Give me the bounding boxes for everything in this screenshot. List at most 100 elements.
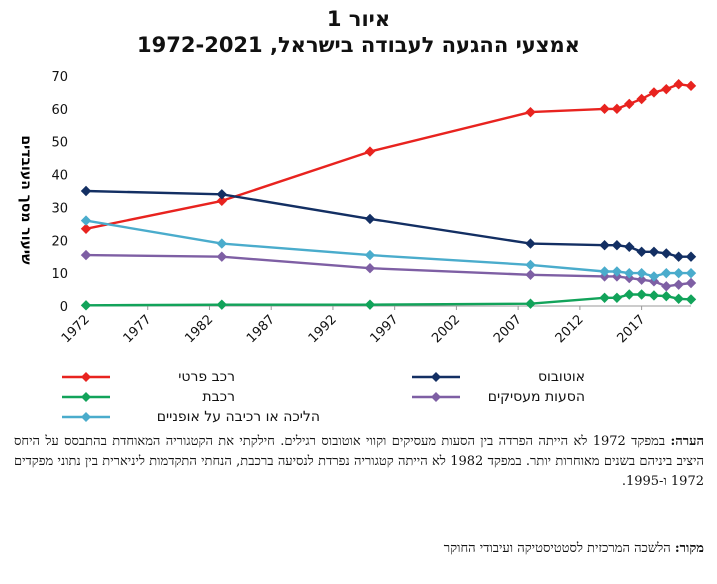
data-point (80, 215, 92, 226)
data-point (648, 87, 660, 98)
data-point (673, 293, 684, 304)
data-point (525, 259, 536, 271)
data-point (80, 249, 92, 261)
data-point (216, 238, 228, 249)
data-point (685, 294, 697, 305)
data-point (216, 251, 228, 262)
data-point (673, 279, 684, 290)
series-lines (80, 79, 697, 311)
data-point (599, 292, 610, 303)
source-text: הלשכה המרכזית לסטטיסטיקה ועיבודי החוקר (443, 541, 675, 556)
series-line (85, 293, 692, 307)
data-point (661, 83, 672, 95)
source-label: מקור: (674, 541, 704, 556)
data-point (685, 251, 697, 262)
note-label: הערה: (670, 434, 705, 449)
data-point (80, 185, 92, 197)
x-tick-label: 1992 (306, 312, 340, 346)
legend-item: הליכה או רכיבה על אופניים (60, 407, 320, 427)
figure-title: איור 1 אמצעי ההגעה לעבודה בישראל, 1972-2… (0, 6, 717, 58)
data-point (364, 299, 376, 310)
data-point (525, 298, 536, 309)
x-tick-label: 1972 (59, 312, 93, 346)
legend-swatch (412, 372, 460, 382)
data-point (599, 103, 610, 115)
data-point (611, 292, 623, 303)
series-line (85, 189, 691, 258)
data-point (364, 146, 376, 157)
data-point (661, 248, 672, 259)
data-point (673, 251, 684, 262)
x-tick-label: 1997 (367, 312, 401, 346)
x-tick-label: 1982 (182, 312, 216, 346)
y-tick-label: 10 (51, 267, 68, 282)
legend-swatch (62, 412, 110, 422)
legend: רכב פרטי אוטובוס רכבת הסעות מעסיקים הליכה או… (60, 367, 585, 427)
data-point (624, 289, 635, 300)
data-point (648, 271, 660, 282)
series-2 (80, 289, 697, 311)
data-point (525, 269, 536, 280)
y-tick-label: 50 (51, 136, 68, 151)
x-tick-label: 2017 (614, 312, 648, 346)
data-point (673, 79, 684, 90)
note-text: במפקד 1972 לא הייתה הפרדה בין הסעות מעסי… (14, 434, 704, 489)
line-chart: 0 10 20 30 40 50 60 70 1972 1977 1982 1987 1992 1997 2… (18, 70, 697, 346)
x-tick-label: 2002 (429, 312, 463, 346)
series-4 (80, 215, 697, 282)
data-point (636, 267, 647, 279)
data-point (80, 223, 92, 234)
data-point (599, 266, 610, 277)
legend-label: הסעות מעסיקים (487, 389, 585, 405)
data-point (661, 290, 672, 302)
legend-item: הסעות מעסיקים (410, 387, 585, 407)
data-point (624, 98, 635, 110)
legend-item: רכבת (60, 387, 235, 407)
data-point (648, 246, 660, 257)
y-tick-label: 20 (51, 234, 68, 249)
source: מקור: הלשכה המרכזית לסטטיסטיקה ועיבודי ה… (14, 539, 704, 559)
series-1 (80, 185, 697, 262)
data-point (661, 281, 672, 292)
x-tick-label: 1977 (121, 312, 155, 346)
x-tick-label: 2012 (553, 312, 587, 346)
data-point (216, 299, 228, 310)
data-point (216, 189, 228, 200)
data-point (648, 290, 660, 301)
data-point (611, 240, 623, 251)
data-point (685, 80, 697, 92)
legend-label: רכבת (202, 389, 235, 405)
data-point (624, 241, 635, 253)
data-point (661, 267, 672, 279)
data-point (611, 103, 623, 115)
data-point (364, 263, 376, 274)
data-point (80, 300, 92, 311)
y-axis-label: שיעור מסך העובדים (18, 135, 34, 265)
data-point (611, 266, 623, 277)
series-line (85, 82, 692, 230)
y-tick-label: 0 (60, 300, 68, 315)
legend-item: רכב פרטי (60, 367, 235, 387)
note: הערה: במפקד 1972 לא הייתה הפרדה בין הסעו… (14, 432, 704, 492)
data-point (525, 106, 536, 118)
legend-swatch (62, 392, 110, 402)
figure-heading: אמצעי ההגעה לעבודה בישראל, 1972-2021 (137, 33, 580, 57)
legend-swatch (62, 372, 110, 382)
data-point (685, 277, 697, 289)
y-tick-label: 70 (51, 70, 68, 85)
data-point (525, 238, 536, 249)
data-point (599, 240, 610, 251)
data-point (636, 93, 647, 105)
data-point (636, 246, 647, 257)
y-tick-label: 30 (51, 201, 68, 216)
legend-swatch (412, 392, 460, 402)
legend-label: אוטובוס (537, 369, 585, 385)
data-point (685, 267, 697, 279)
data-point (624, 267, 635, 279)
y-tick-label: 60 (51, 103, 68, 118)
y-tick-label: 40 (51, 169, 68, 184)
data-point (216, 195, 228, 207)
figure-number: איור 1 (326, 7, 391, 31)
legend-label: רכב פרטי (178, 369, 235, 385)
data-point (636, 289, 647, 300)
